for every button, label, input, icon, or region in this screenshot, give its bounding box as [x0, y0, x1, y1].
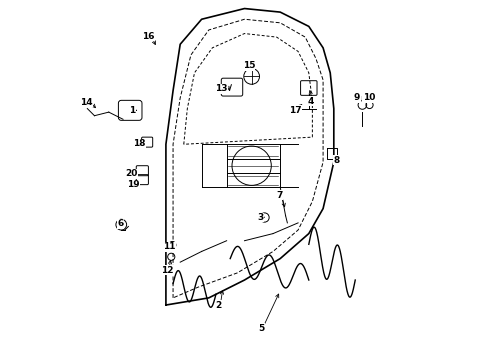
- Text: 8: 8: [332, 156, 339, 165]
- Text: 15: 15: [242, 61, 255, 70]
- Text: 12: 12: [161, 266, 173, 275]
- Text: 19: 19: [126, 180, 139, 189]
- Text: 6: 6: [117, 219, 123, 228]
- Text: 18: 18: [133, 139, 145, 148]
- Text: 4: 4: [307, 97, 313, 106]
- Text: 3: 3: [257, 213, 263, 222]
- Text: 10: 10: [362, 93, 374, 102]
- Text: 2: 2: [215, 301, 222, 310]
- Text: 9: 9: [353, 93, 360, 102]
- Text: 1: 1: [128, 106, 135, 115]
- Text: 17: 17: [289, 106, 301, 115]
- Text: 5: 5: [258, 324, 264, 333]
- Text: 7: 7: [275, 190, 282, 199]
- Text: 11: 11: [163, 242, 175, 251]
- Text: 14: 14: [80, 98, 93, 107]
- Text: 16: 16: [142, 32, 155, 41]
- Text: 20: 20: [125, 169, 138, 178]
- Text: 13: 13: [215, 84, 227, 93]
